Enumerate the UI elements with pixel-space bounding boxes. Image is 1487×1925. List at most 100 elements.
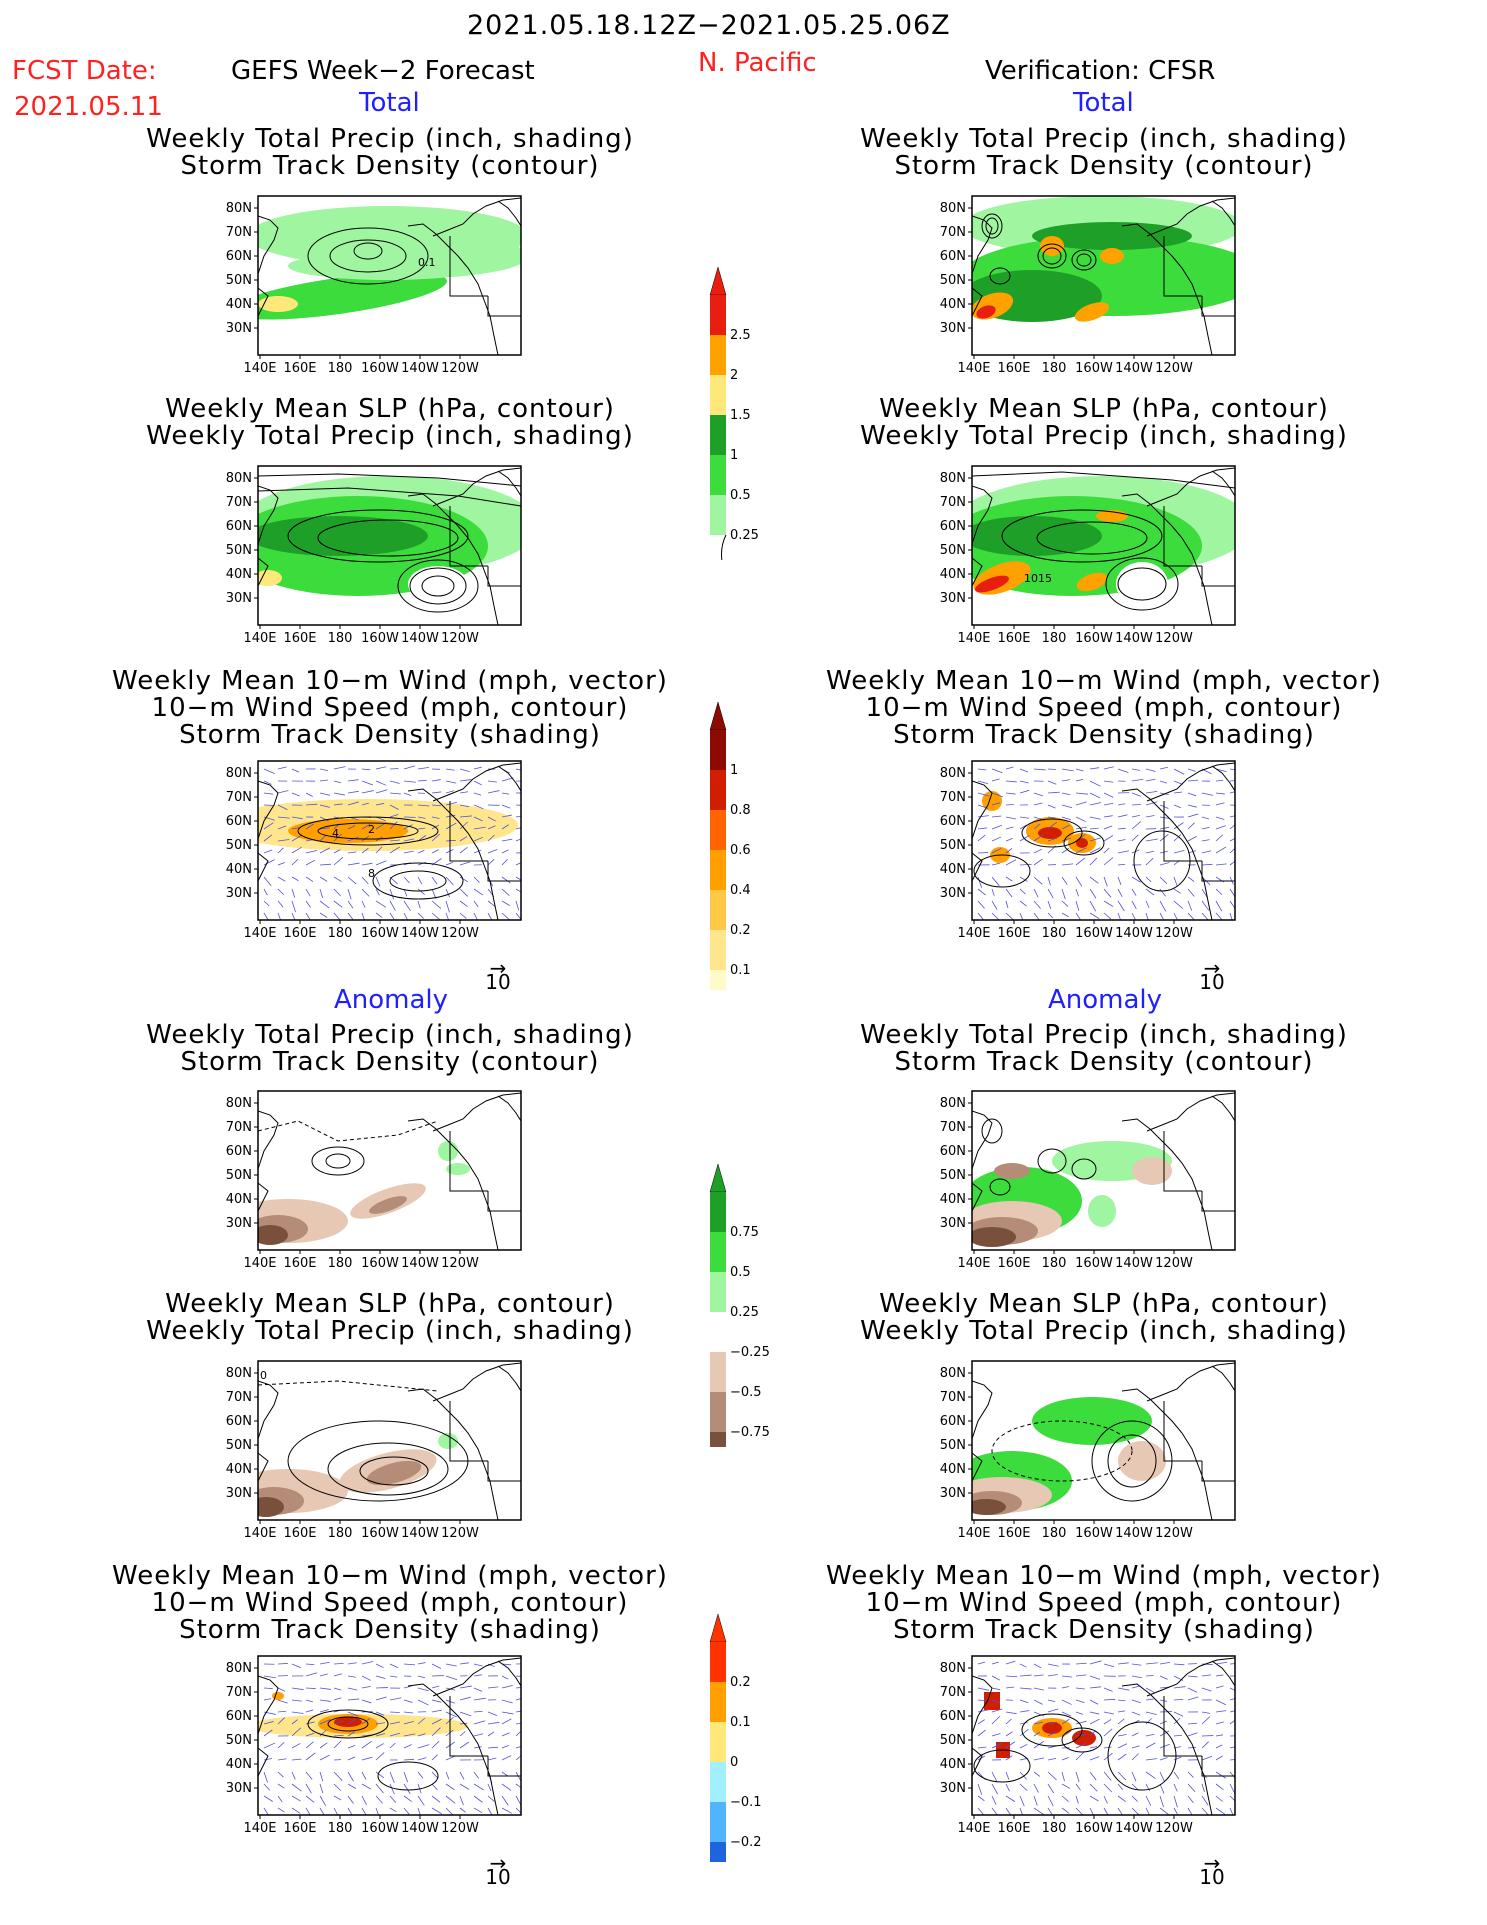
wind-vector: [445, 888, 450, 898]
wind-vector: [277, 1687, 286, 1692]
wind-vector: [1047, 768, 1056, 770]
wind-vector: [375, 876, 381, 887]
wind-vector: [319, 1661, 330, 1665]
wind-vector: [319, 888, 324, 898]
contour-line: [311, 1146, 365, 1176]
lat-tick-label: 70N: [940, 1685, 966, 1700]
wind-vector: [501, 858, 508, 866]
wind-vector: [1145, 1687, 1155, 1693]
wind-vector: [319, 779, 328, 782]
lon-tick-label: 120W: [1155, 1256, 1193, 1271]
wind-vector: [445, 876, 454, 886]
wind-vector: [305, 1672, 318, 1677]
lon-tick-label: 120W: [441, 1526, 479, 1541]
wind-vector: [991, 836, 1002, 842]
wind-vector: [1215, 816, 1225, 820]
wind-vector: [977, 1807, 985, 1815]
wind-vector: [291, 1711, 304, 1714]
shading-region: [1072, 1730, 1096, 1746]
wind-vector: [431, 912, 441, 920]
lon-tick-label: 160W: [1075, 631, 1113, 646]
wind-vector: [1159, 862, 1170, 866]
wind-vector: [1131, 1675, 1142, 1679]
wind-vector: [515, 1783, 521, 1789]
contour-line: [258, 1747, 269, 1777]
wind-vector: [1061, 1771, 1065, 1782]
wind-vector: [263, 1742, 276, 1749]
lon-tick-label: 180: [1042, 1821, 1067, 1836]
shading-region: [288, 819, 408, 843]
contour-line: [1146, 1092, 1235, 1132]
wind-vector: [333, 1740, 342, 1749]
wind-vector: [1103, 1795, 1108, 1804]
wind-vector: [459, 1685, 472, 1689]
wind-vector: [361, 1740, 372, 1749]
colorbar-segment: [710, 930, 726, 970]
colorbar-track-density: 1 0.8 0.6 0.4 0.2 0.1: [709, 701, 751, 990]
wind-vector: [1215, 1744, 1223, 1749]
contour-line: [973, 1749, 1031, 1783]
wind-vector: [977, 1699, 988, 1702]
shading-region: [288, 252, 488, 280]
wind-vector: [263, 780, 272, 785]
contour-line: [1121, 493, 1213, 625]
wind-vector: [291, 792, 300, 797]
contour-line: [258, 1120, 439, 1142]
wind-vector: [991, 1771, 998, 1782]
wind-vector: [1173, 1663, 1185, 1666]
contour-line: [989, 1178, 1011, 1196]
wind-vector: [305, 1795, 315, 1803]
wind-vector: [1117, 768, 1129, 774]
wind-vector: [501, 1755, 512, 1761]
contour-line: [258, 487, 521, 507]
wind-vector: [1103, 1719, 1112, 1725]
shading-region: [1038, 827, 1062, 839]
lon-tick-label: 120W: [1155, 926, 1193, 941]
wind-vector: [459, 847, 468, 854]
wind-vector: [501, 792, 510, 795]
colorbar-label: 0.25: [730, 528, 759, 543]
shading-region: [994, 1163, 1030, 1179]
wind-vector: [977, 1719, 985, 1725]
wind-vector: [1145, 857, 1154, 866]
colorbar-segment: [710, 1802, 726, 1842]
wind-vector: [291, 1807, 301, 1814]
wind-vector: [1173, 876, 1178, 886]
wind-vector: [361, 900, 366, 908]
lat-tick-label: 50N: [226, 1168, 252, 1183]
lon-tick-label: 140W: [1115, 1526, 1153, 1541]
wind-vector: [417, 1795, 425, 1806]
colorbar-segment: [710, 335, 726, 375]
wind-vector: [445, 814, 456, 818]
wind-vector: [1033, 1721, 1043, 1725]
contour-line: [327, 1442, 449, 1496]
wind-vector: [1159, 1675, 1168, 1680]
wind-vector: [1187, 1746, 1196, 1749]
wind-vector: [1145, 1771, 1156, 1780]
wind-vector: [1173, 804, 1182, 809]
colorbar-label: 0.5: [730, 488, 751, 503]
fcst-date-label: FCST Date:: [12, 56, 157, 86]
wind-vector: [417, 1662, 426, 1665]
wind-vector: [431, 1709, 442, 1713]
colorbar-segment: [710, 375, 726, 415]
colorbar-label: 2: [730, 368, 738, 383]
wind-vector: [1187, 1795, 1194, 1803]
wind-vector: [459, 779, 472, 782]
wind-vector: [263, 792, 274, 795]
wind-vector: [459, 1771, 465, 1780]
lat-tick-label: 60N: [940, 249, 966, 264]
wind-vector: [1131, 834, 1139, 842]
wind-vector: [431, 1754, 438, 1761]
map-verification-total-slp-precip: 1015 80N 70N 60N 50N 40N 30N 140E 160E 180 160W 140…: [940, 465, 1236, 646]
wind-vector: [1187, 768, 1196, 772]
wind-vector: [991, 792, 1004, 798]
wind-vector: [1145, 1742, 1156, 1749]
wind-vector: [1103, 1711, 1114, 1715]
contour-label: 2: [368, 823, 375, 836]
wind-vector: [1131, 1783, 1139, 1791]
wind-vector: [991, 1743, 1003, 1749]
contour-line: [1211, 1365, 1235, 1392]
wind-vector: [1159, 780, 1168, 784]
contour-line: [487, 861, 521, 882]
